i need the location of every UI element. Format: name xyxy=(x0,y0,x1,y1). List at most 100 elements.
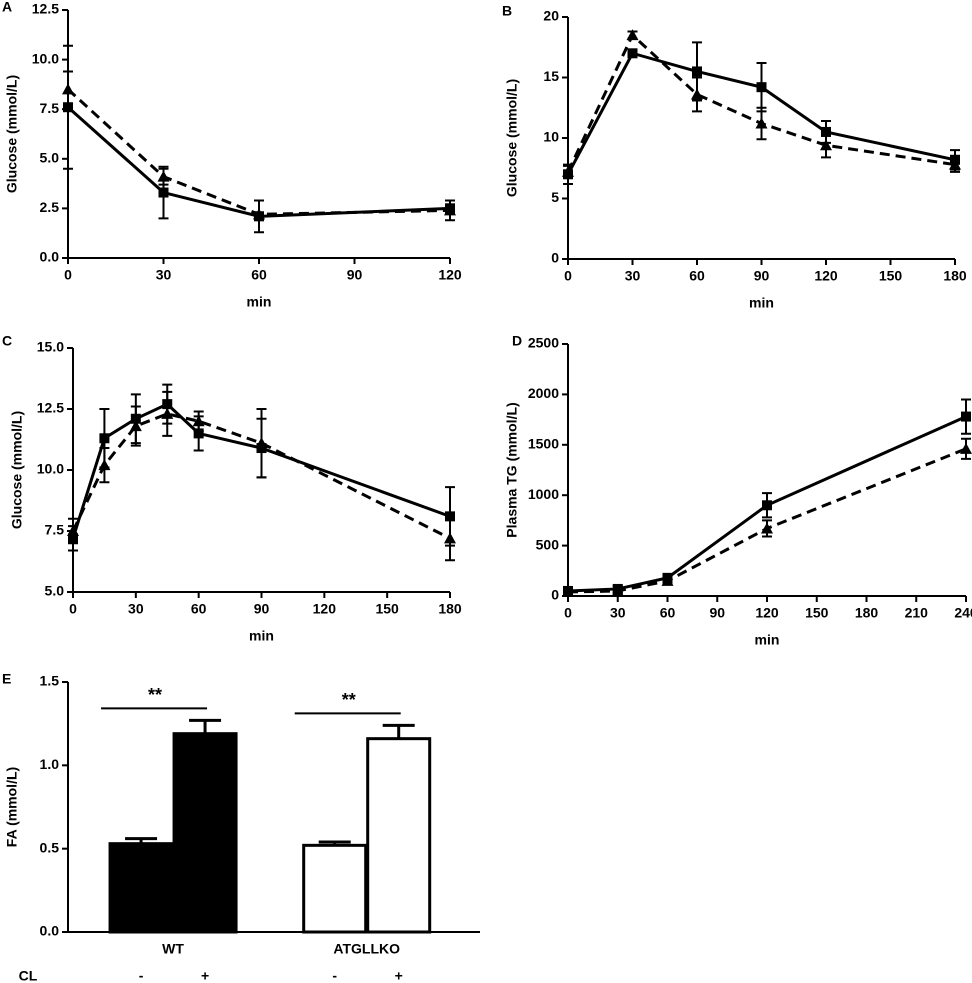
significance-label: ** xyxy=(148,685,162,705)
marker xyxy=(157,170,170,182)
group-label: ATGLLKO xyxy=(333,941,400,957)
marker xyxy=(99,433,110,444)
y-tick-label: 1000 xyxy=(528,486,559,502)
marker xyxy=(562,165,574,177)
marker xyxy=(562,585,574,597)
x-tick-label: 60 xyxy=(251,267,267,283)
series-line xyxy=(566,32,956,173)
marker xyxy=(626,29,639,41)
y-tick-label: 15.0 xyxy=(37,339,64,355)
x-tick-label: 180 xyxy=(855,605,879,621)
series-line xyxy=(566,51,956,176)
x-tick-label: 0 xyxy=(64,267,72,283)
category-label: - xyxy=(332,968,337,983)
x-tick-label: 60 xyxy=(191,601,207,617)
group-label: WT xyxy=(162,941,184,957)
x-tick-label: 90 xyxy=(347,267,363,283)
marker xyxy=(192,415,205,427)
y-tick-label: 5.0 xyxy=(45,583,65,599)
error-bar xyxy=(189,718,222,734)
x-tick-label: 60 xyxy=(660,605,676,621)
y-tick-label: 1.0 xyxy=(40,756,60,772)
x-tick-label: 0 xyxy=(564,268,572,284)
y-tick-label: 0.0 xyxy=(40,249,60,265)
marker xyxy=(627,48,638,59)
marker xyxy=(821,126,831,137)
x-tick-label: 30 xyxy=(625,268,641,284)
x-tick-label: 120 xyxy=(814,268,838,284)
y-tick-label: 500 xyxy=(536,536,560,552)
series-line xyxy=(66,88,451,216)
marker xyxy=(762,500,772,511)
significance-label: ** xyxy=(342,690,356,710)
y-tick-label: 0 xyxy=(551,587,559,603)
marker xyxy=(62,83,74,95)
y-tick-label: 20 xyxy=(543,8,559,24)
row-label: CL xyxy=(19,968,38,983)
error-bar xyxy=(318,840,351,846)
y-tick-label: 10.0 xyxy=(37,461,64,477)
y-tick-label: 5.0 xyxy=(40,150,60,166)
y-tick-label: 0.0 xyxy=(40,923,60,939)
x-tick-label: 150 xyxy=(375,601,399,617)
y-tick-label: 0.5 xyxy=(40,839,60,855)
y-axis-title: Plasma TG (mmol/L) xyxy=(504,402,520,537)
category-label: - xyxy=(139,968,144,983)
x-tick-label: 60 xyxy=(689,268,705,284)
y-axis-title: Glucose (mmol/L) xyxy=(4,75,20,193)
marker xyxy=(756,82,767,93)
marker xyxy=(661,574,674,586)
marker xyxy=(253,208,265,220)
y-tick-label: 7.5 xyxy=(45,522,65,538)
marker xyxy=(961,411,971,422)
x-tick-label: 90 xyxy=(709,605,725,621)
marker xyxy=(193,428,204,439)
x-tick-label: 240 xyxy=(954,605,972,621)
marker xyxy=(161,407,174,419)
x-axis-title: min xyxy=(247,294,272,310)
marker xyxy=(960,442,972,454)
x-tick-label: 150 xyxy=(879,268,903,284)
x-tick-label: 90 xyxy=(754,268,770,284)
marker xyxy=(949,158,961,170)
x-tick-label: 120 xyxy=(755,605,779,621)
marker xyxy=(755,117,768,129)
x-tick-label: 120 xyxy=(313,601,337,617)
marker xyxy=(444,204,456,216)
marker xyxy=(611,584,624,596)
x-axis-title: min xyxy=(749,295,774,311)
x-tick-label: 0 xyxy=(69,601,77,617)
x-tick-label: 30 xyxy=(156,267,172,283)
category-label: + xyxy=(201,968,209,983)
bar xyxy=(302,843,368,934)
y-tick-label: 2500 xyxy=(528,335,559,351)
bar xyxy=(172,732,238,934)
error-bar xyxy=(125,837,158,844)
panel-label: E xyxy=(2,671,11,687)
category-label: + xyxy=(395,968,403,983)
marker xyxy=(692,66,702,77)
x-tick-label: 30 xyxy=(610,605,626,621)
marker xyxy=(158,187,169,198)
y-tick-label: 12.5 xyxy=(37,400,64,416)
x-axis-title: min xyxy=(755,632,780,648)
panel-label: D xyxy=(512,333,522,349)
panel-label: A xyxy=(2,0,12,15)
x-axis-title: min xyxy=(249,628,274,644)
y-tick-label: 10 xyxy=(543,129,559,145)
y-axis-title: Glucose (mmol/L) xyxy=(9,411,25,529)
y-tick-label: 10.0 xyxy=(32,50,59,66)
y-tick-label: 2000 xyxy=(528,385,559,401)
x-tick-label: 120 xyxy=(438,267,462,283)
y-axis-title: FA (mmol/L) xyxy=(4,767,20,847)
bar xyxy=(366,737,432,934)
x-tick-label: 180 xyxy=(438,601,462,617)
error-bar xyxy=(382,723,415,739)
y-tick-label: 1500 xyxy=(528,436,559,452)
marker xyxy=(67,525,79,536)
bar xyxy=(108,842,174,934)
marker xyxy=(444,532,456,544)
y-tick-label: 15 xyxy=(543,68,559,84)
y-tick-label: 7.5 xyxy=(40,100,60,116)
